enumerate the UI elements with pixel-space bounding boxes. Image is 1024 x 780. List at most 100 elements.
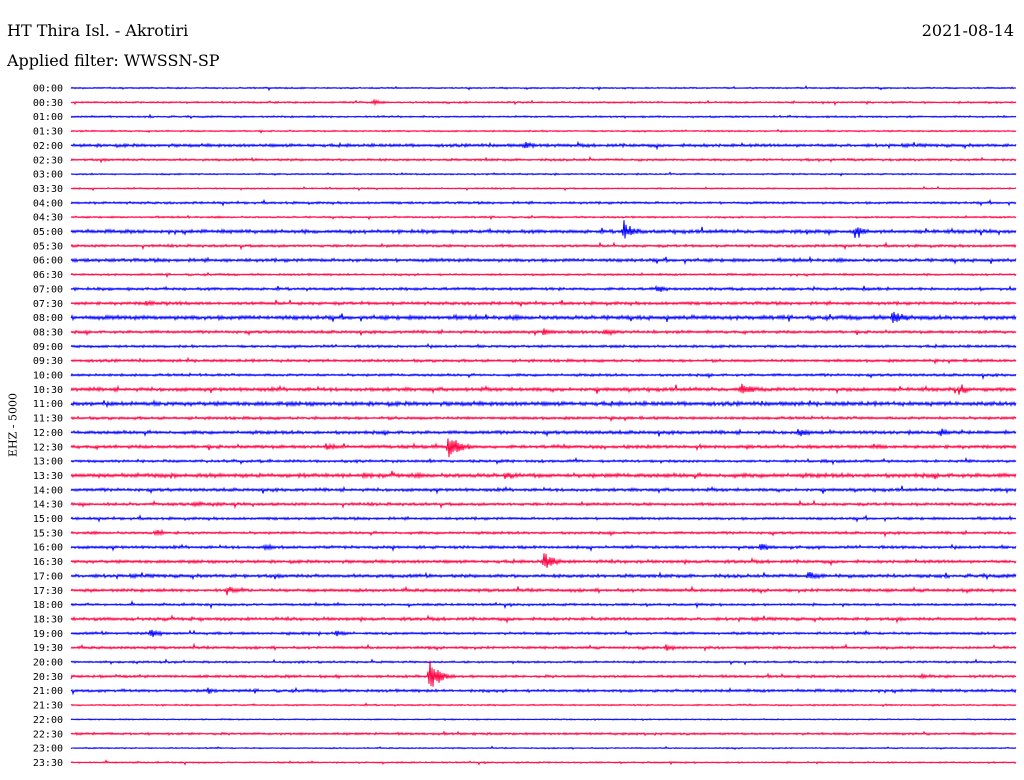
time-label: 01:30 [33, 127, 63, 138]
time-label: 12:30 [33, 442, 63, 453]
trace-line [70, 543, 1017, 552]
date-title: 2021-08-14 [921, 21, 1014, 40]
trace-line [70, 342, 1017, 350]
trace-line [70, 470, 1017, 480]
trace-line [70, 686, 1017, 696]
trace-line [70, 185, 1017, 192]
trace-line [70, 311, 1017, 324]
time-label: 13:30 [33, 471, 63, 482]
time-label: 10:30 [33, 385, 63, 396]
time-label-group: 00:00 00:30 01:00 01:30 02:00 02:30 03:00 03:30… [33, 84, 63, 769]
trace-line [70, 585, 1017, 596]
time-label: 18:00 [33, 600, 63, 611]
time-label: 07:30 [33, 299, 63, 310]
trace-line [70, 428, 1017, 438]
trace-line [70, 255, 1017, 266]
trace-line [70, 514, 1017, 523]
time-label: 23:30 [33, 758, 63, 769]
time-label: 05:30 [33, 241, 63, 252]
time-label: 11:00 [33, 399, 63, 410]
trace-line [70, 660, 1017, 687]
time-label: 03:30 [33, 184, 63, 195]
time-label: 09:00 [33, 342, 63, 353]
time-label: 04:00 [33, 198, 63, 209]
trace-line [70, 485, 1017, 495]
trace-line [70, 113, 1017, 120]
time-label: 12:00 [33, 428, 63, 439]
trace-line [70, 284, 1017, 293]
trace-line [70, 98, 1017, 107]
trace-line [70, 553, 1017, 568]
trace-line [70, 717, 1017, 722]
trace-line [70, 599, 1017, 610]
trace-line [70, 128, 1017, 134]
time-label: 18:30 [33, 614, 63, 625]
time-label: 05:00 [33, 227, 63, 238]
trace-line [70, 730, 1017, 737]
trace-line [70, 571, 1017, 581]
time-label: 02:00 [33, 141, 63, 152]
time-label: 08:00 [33, 313, 63, 324]
trace-line [70, 171, 1017, 177]
time-label: 11:30 [33, 414, 63, 425]
time-label: 21:00 [33, 686, 63, 697]
trace-line [70, 214, 1017, 221]
time-label: 13:00 [33, 457, 63, 468]
trace-line [70, 629, 1017, 638]
time-label: 21:30 [33, 701, 63, 712]
time-label: 07:00 [33, 284, 63, 295]
trace-line [70, 614, 1017, 625]
trace-line [70, 438, 1017, 458]
time-label: 06:30 [33, 270, 63, 281]
trace-line [70, 140, 1017, 151]
time-label: 00:00 [33, 84, 63, 95]
time-label: 08:30 [33, 327, 63, 338]
trace-line [70, 271, 1017, 279]
trace-line [70, 299, 1017, 307]
trace-line [70, 745, 1017, 750]
trace-line [70, 241, 1017, 251]
time-label: 16:00 [33, 543, 63, 554]
trace-line [70, 528, 1017, 538]
trace-group [70, 84, 1017, 766]
trace-line [70, 356, 1017, 365]
time-label: 19:30 [33, 643, 63, 654]
time-label: 14:30 [33, 500, 63, 511]
trace-line [70, 658, 1017, 666]
trace-line [70, 84, 1017, 92]
trace-line [70, 499, 1017, 510]
time-label: 15:00 [33, 514, 63, 525]
time-label: 17:00 [33, 571, 63, 582]
time-label: 14:00 [33, 485, 63, 496]
trace-line [70, 198, 1017, 207]
trace-line [70, 414, 1017, 423]
trace-line [70, 642, 1017, 652]
time-label: 19:00 [33, 629, 63, 640]
time-label: 15:30 [33, 528, 63, 539]
time-label: 16:30 [33, 557, 63, 568]
time-label: 22:00 [33, 715, 63, 726]
trace-line [70, 372, 1017, 381]
time-label: 23:00 [33, 744, 63, 755]
trace-line [70, 220, 1017, 239]
time-label: 10:00 [33, 371, 63, 382]
time-label: 20:30 [33, 672, 63, 683]
time-label: 22:30 [33, 729, 63, 740]
time-label: 01:00 [33, 112, 63, 123]
trace-line [70, 155, 1017, 164]
time-label: 00:30 [33, 98, 63, 109]
time-label: 20:00 [33, 658, 63, 669]
time-label: 09:30 [33, 356, 63, 367]
trace-line [70, 456, 1017, 466]
time-label: 02:30 [33, 155, 63, 166]
trace-line [70, 759, 1017, 766]
trace-line [70, 702, 1017, 708]
time-label: 03:00 [33, 170, 63, 181]
trace-line [70, 383, 1017, 395]
time-label: 06:00 [33, 256, 63, 267]
trace-line [70, 328, 1017, 337]
time-label: 04:30 [33, 213, 63, 224]
filter-title: Applied filter: WWSSN-SP [7, 51, 220, 70]
trace-line [70, 399, 1017, 409]
